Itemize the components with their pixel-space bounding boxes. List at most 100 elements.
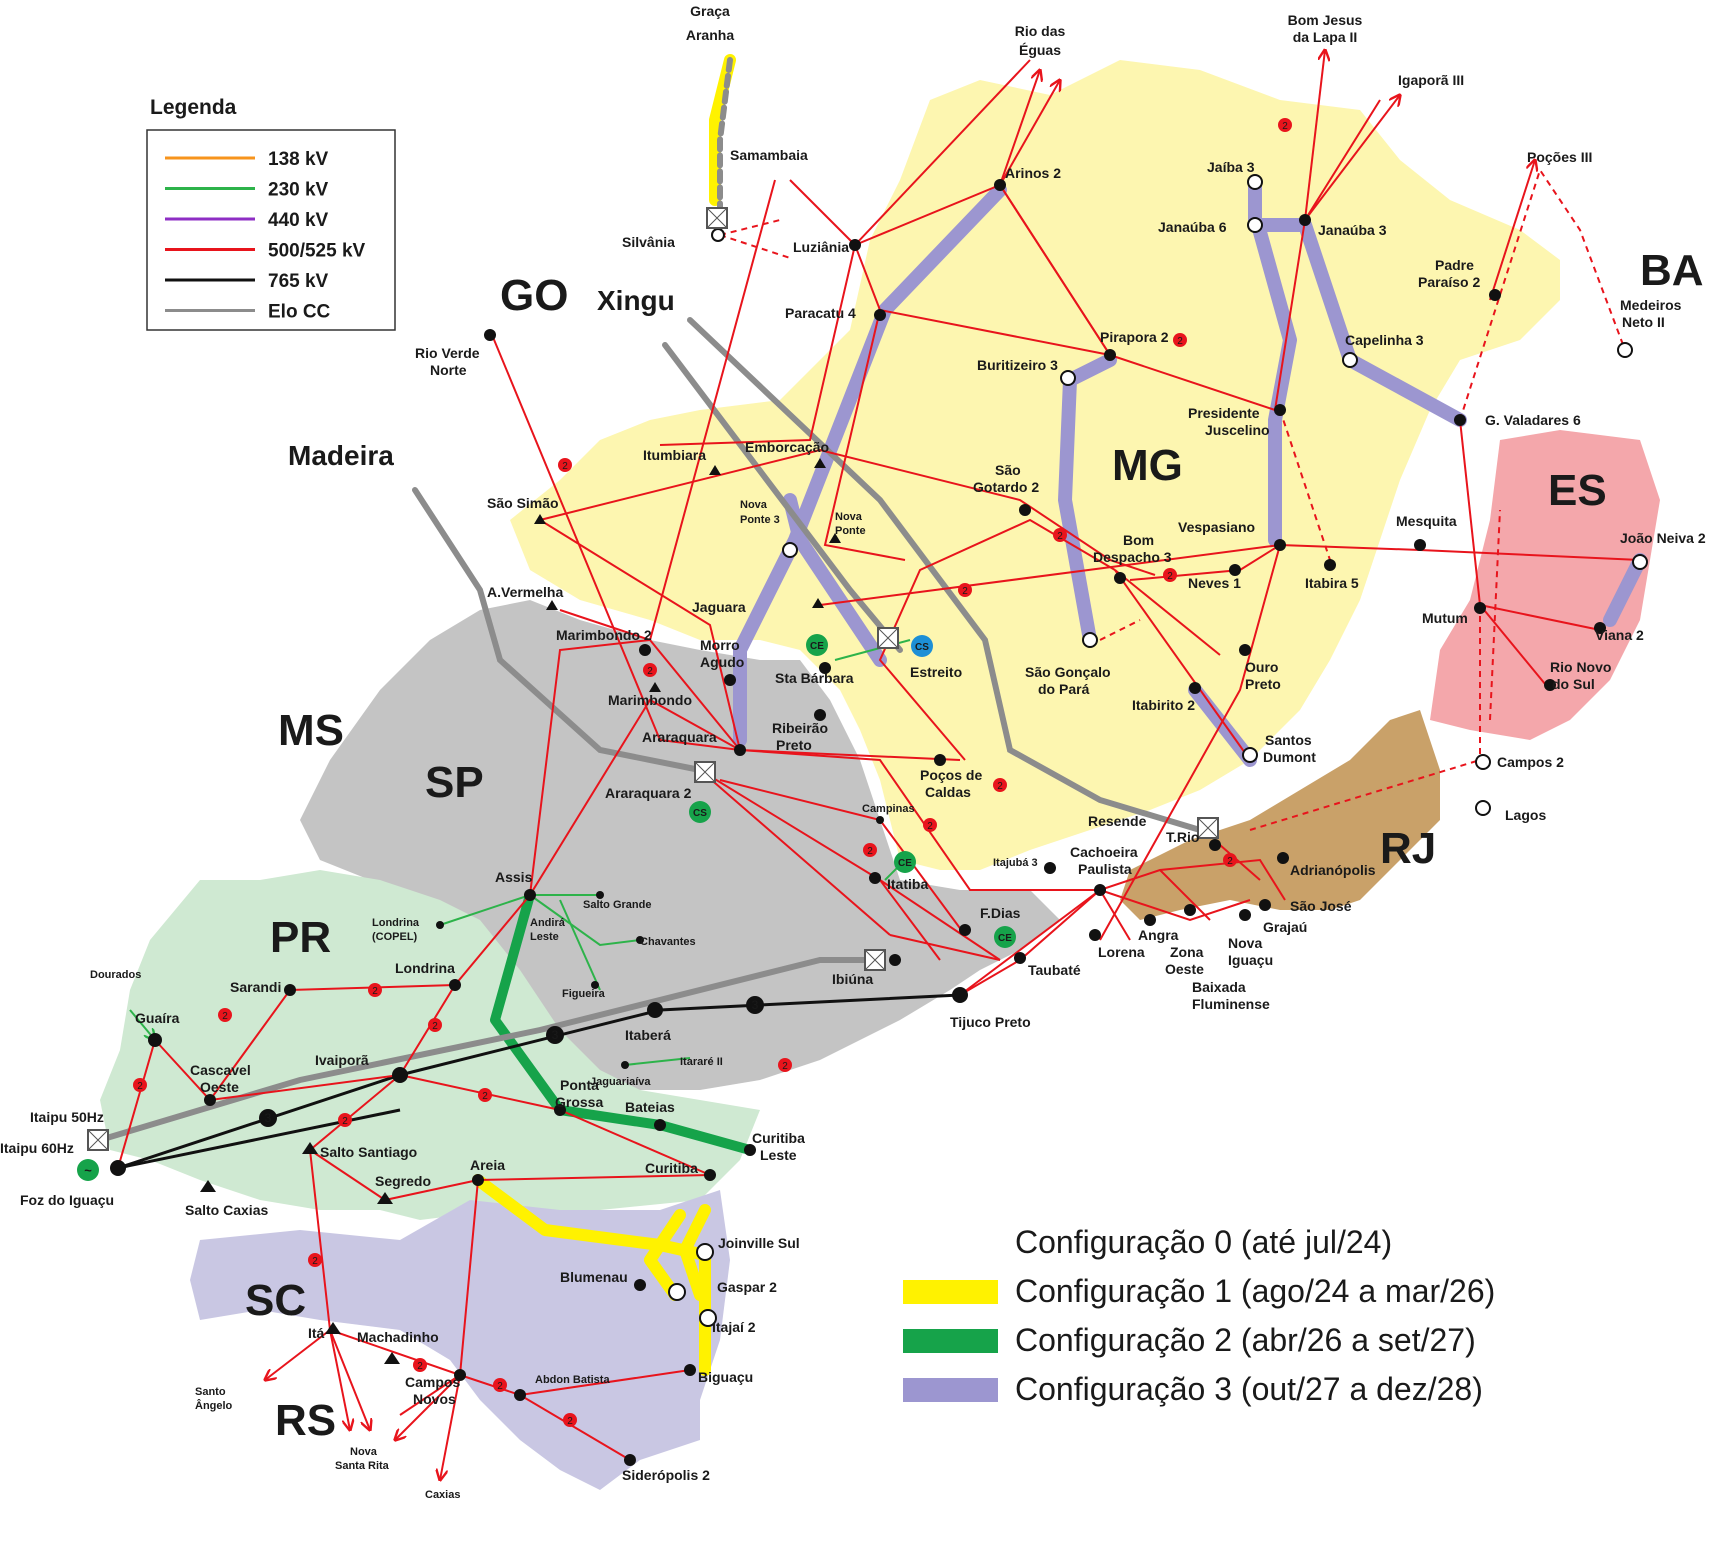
svg-text:Janaúba 6: Janaúba 6 (1158, 219, 1227, 235)
svg-text:Medeiros: Medeiros (1620, 297, 1682, 313)
plant-jaguara (812, 598, 824, 608)
node-rio-verde (484, 329, 496, 341)
svg-text:Angra: Angra (1138, 927, 1179, 943)
substation-labels: Samambaia Silvânia Luziânia Arinos 2 Rio… (20, 12, 1706, 1501)
node-joao-neiva (1632, 554, 1648, 570)
region-sc (190, 1190, 730, 1490)
svg-text:Nova: Nova (1228, 935, 1262, 951)
svg-text:Tijuco Preto: Tijuco Preto (950, 1014, 1031, 1030)
legend-items: 138 kV 230 kV 440 kV 500/525 kV 765 kV Elo CC (165, 149, 366, 323)
svg-text:São Gonçalo: São Gonçalo (1025, 664, 1111, 680)
node-mesquita (1414, 539, 1426, 551)
svg-text:São José: São José (1290, 898, 1352, 914)
svg-text:Rio das: Rio das (1015, 23, 1066, 39)
svg-text:Itaberá: Itaberá (625, 1027, 671, 1043)
svg-text:Rio Verde: Rio Verde (415, 345, 480, 361)
svg-text:Igaporã III: Igaporã III (1398, 72, 1464, 88)
node-cachoeira (1094, 884, 1106, 896)
svg-text:Dumont: Dumont (1263, 749, 1316, 765)
svg-text:Abdon Batista: Abdon Batista (535, 1374, 610, 1386)
badge-ce-itatiba: CE (894, 851, 916, 873)
badge-cs-estreito: CS (911, 635, 933, 657)
legend-label: 500/525 kV (268, 241, 366, 262)
node-bom-despacho (1114, 572, 1126, 584)
dc-xingu-2 (687, 317, 1203, 833)
circuit-mark-2: 2 (493, 1378, 507, 1392)
svg-text:Salto Santiago: Salto Santiago (320, 1144, 417, 1160)
svg-text:CE: CE (998, 933, 1012, 944)
svg-text:CE: CE (898, 858, 912, 869)
badge-itaipu60: ~ (77, 1159, 99, 1181)
node-assis (524, 889, 536, 901)
state-pr: PR (270, 913, 331, 962)
svg-text:2: 2 (647, 666, 653, 677)
svg-text:2: 2 (1282, 121, 1288, 132)
node-sao-goncalo (1082, 632, 1098, 648)
svg-text:Adrianópolis: Adrianópolis (1290, 862, 1376, 878)
node-marimbondo2 (639, 644, 651, 656)
svg-text:Foz do Iguaçu: Foz do Iguaçu (20, 1192, 114, 1208)
state-ms: MS (278, 706, 344, 755)
svg-text:Ibiúna: Ibiúna (832, 971, 873, 987)
node-campinas (876, 816, 884, 824)
svg-text:Neto II: Neto II (1622, 314, 1665, 330)
svg-text:Bateias: Bateias (625, 1099, 675, 1115)
node-taubate (1014, 952, 1026, 964)
circuit-mark-2: 2 (958, 583, 972, 597)
label-xingu: Xingu (597, 285, 675, 316)
node-campos2 (1475, 754, 1491, 770)
svg-text:Campinas: Campinas (862, 803, 915, 815)
svg-text:Chavantes: Chavantes (640, 936, 696, 948)
node-abdon (514, 1389, 526, 1401)
state-go: GO (500, 271, 568, 320)
svg-text:Samambaia: Samambaia (730, 147, 808, 163)
node-sao-gotardo (1019, 504, 1031, 516)
svg-text:Ponta: Ponta (560, 1077, 599, 1093)
svg-text:Sarandi: Sarandi (230, 979, 281, 995)
node-paracatu (874, 309, 886, 321)
svg-text:Gotardo 2: Gotardo 2 (973, 479, 1039, 495)
node-gvaladares (1454, 414, 1466, 426)
svg-text:Santos: Santos (1265, 732, 1312, 748)
circuit-mark-3: 3 (746, 996, 764, 1014)
legend-title: Legenda (150, 96, 237, 119)
node-sao-jose (1259, 899, 1271, 911)
svg-text:Mesquita: Mesquita (1396, 513, 1457, 529)
svg-text:Estreito: Estreito (910, 664, 962, 680)
plant-emborcacao (814, 458, 826, 468)
label-itaipu50: Itaipu 50Hz (30, 1109, 104, 1125)
node-angra (1144, 914, 1156, 926)
state-labels: GO MS SP MG ES RJ PR SC RS BA (245, 246, 1704, 1445)
node-curitiba (704, 1169, 716, 1181)
legend-label: 765 kV (268, 271, 329, 292)
node-tijuco (952, 987, 968, 1003)
config-label: Configuração 3 (out/27 a dez/28) (1015, 1371, 1483, 1407)
svg-text:Buritizeiro 3: Buritizeiro 3 (977, 357, 1058, 373)
svg-text:Morro: Morro (700, 637, 740, 653)
svg-text:A.Vermelha: A.Vermelha (487, 584, 563, 600)
export-arrows (265, 50, 1535, 1480)
node-rio-novo (1544, 679, 1556, 691)
svg-text:Viana 2: Viana 2 (1595, 627, 1644, 643)
svg-text:Itajubá 3: Itajubá 3 (993, 857, 1038, 869)
node-londrina-copel (436, 921, 444, 929)
svg-text:Nova: Nova (740, 499, 768, 511)
state-mg: MG (1112, 441, 1183, 490)
label-graca: Graça (690, 3, 730, 19)
svg-text:Paracatu 4: Paracatu 4 (785, 305, 856, 321)
svg-text:Oeste: Oeste (1165, 961, 1204, 977)
svg-text:Ivaiporã: Ivaiporã (315, 1052, 369, 1068)
svg-text:Despacho 3: Despacho 3 (1093, 549, 1172, 565)
plant-segredo (377, 1192, 393, 1204)
svg-text:2: 2 (782, 1061, 788, 1072)
svg-text:Itumbiara: Itumbiara (643, 447, 706, 463)
svg-text:2: 2 (1227, 856, 1233, 867)
node-janauba6 (1247, 217, 1263, 233)
svg-text:Mutum: Mutum (1422, 610, 1468, 626)
svg-text:Lagos: Lagos (1505, 807, 1546, 823)
dc-labels: Madeira Xingu Graça Aranha Itaipu 50Hz I… (0, 3, 734, 1156)
config-swatch (903, 1329, 998, 1353)
node-ouro-preto (1239, 644, 1251, 656)
svg-text:Paraíso 2: Paraíso 2 (1418, 274, 1480, 290)
